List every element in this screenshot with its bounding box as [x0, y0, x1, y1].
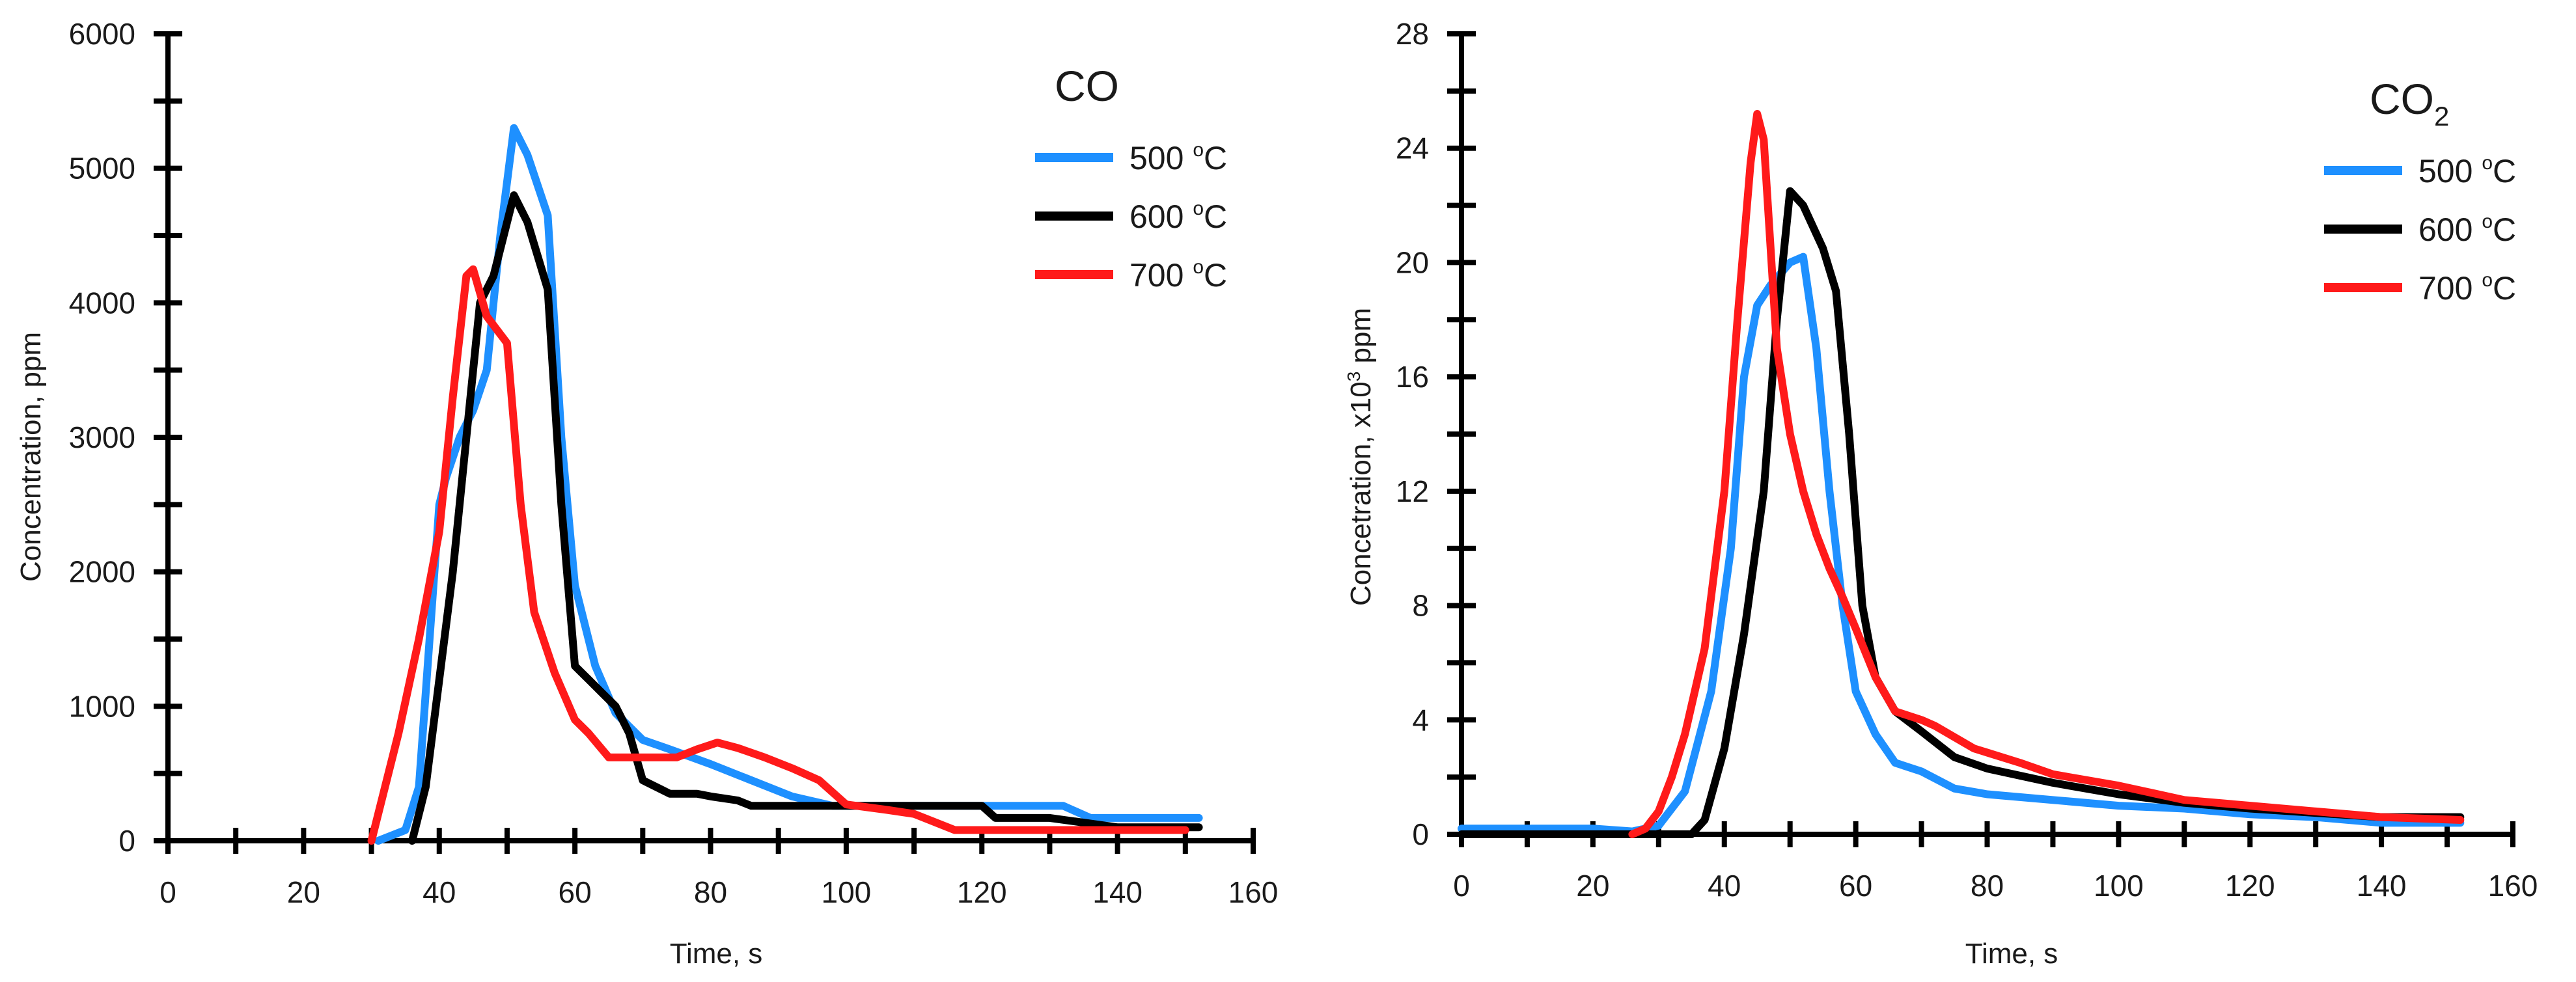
co-legend-label-600: 600 oC — [1129, 198, 1227, 235]
co-chart-title: CO — [1055, 62, 1119, 110]
co2-legend-label-700: 700 oC — [2418, 269, 2516, 307]
co2-x-tick-label: 0 — [1453, 869, 1470, 903]
co-x-tick-label: 60 — [559, 875, 592, 909]
co2-series — [1458, 110, 2465, 838]
co2-x-axis-title: Time, s — [1965, 938, 2058, 970]
co-x-tick-label: 100 — [822, 875, 872, 909]
co-y-tick-label: 4000 — [69, 286, 135, 320]
co2-x-tick-label: 40 — [1708, 869, 1741, 903]
co2-legend-label-500: 500 oC — [2418, 152, 2516, 189]
co-legend: 500 oC 600 oC 700 oC — [1035, 139, 1227, 293]
co-series — [367, 124, 1203, 845]
co-series-line-600c — [408, 191, 1203, 845]
co-x-tick-label: 80 — [694, 875, 727, 909]
chart-co2: 0 20 40 60 80 100 120 140 160 0 4 8 12 16 20 24 28 Time,… — [1344, 17, 2538, 970]
co2-series-line-500c — [1458, 252, 2465, 836]
co-y-tick-label: 2000 — [69, 555, 135, 589]
co-y-tick-label: 1000 — [69, 689, 135, 723]
co-legend-label-500: 500 oC — [1129, 139, 1227, 176]
co2-series-line-700c — [1628, 110, 2465, 838]
co-title-main: CO — [1055, 62, 1119, 110]
co-x-tick-label: 160 — [1228, 875, 1279, 909]
co2-x-tick-label: 100 — [2094, 869, 2144, 903]
co-x-tick-label: 40 — [422, 875, 456, 909]
co-x-tick-label: 0 — [159, 875, 176, 909]
co2-title-main: CO — [2370, 75, 2434, 123]
co2-chart-title: CO2 — [2370, 75, 2449, 131]
co-y-axis-title: Concentration, ppm — [15, 332, 47, 582]
co2-y-tick-label: 4 — [1412, 703, 1429, 737]
co-legend-label-700: 700 oC — [1129, 256, 1227, 293]
co2-axes — [1459, 34, 2513, 837]
co2-y-tick-label: 24 — [1396, 131, 1429, 165]
co2-series-line-600c — [1458, 187, 2465, 838]
co-x-axis-title: Time, s — [670, 938, 763, 970]
co2-x-tick-label: 120 — [2225, 869, 2275, 903]
co2-x-tick-label: 80 — [1971, 869, 2004, 903]
co2-x-tick-label: 60 — [1839, 869, 1872, 903]
co2-y-tick-label: 16 — [1396, 360, 1429, 394]
co2-y-axis-title: Concetration, x103 ppm — [1344, 308, 1377, 606]
co2-y-tick-label: 20 — [1396, 245, 1429, 279]
co2-y-tick-label: 0 — [1412, 817, 1429, 851]
co2-title-sub: 2 — [2434, 101, 2449, 131]
co-y-tick-label: 5000 — [69, 152, 135, 185]
co-x-tick-label: 140 — [1092, 875, 1143, 909]
co-x-tick-label: 20 — [287, 875, 320, 909]
co-ticks: 0 20 40 60 80 100 120 140 160 0 1000 2000 3000 4000 50… — [69, 17, 1279, 909]
co2-y-tick-label: 8 — [1412, 589, 1429, 623]
co2-legend: 500 oC 600 oC 700 oC — [2324, 152, 2516, 307]
co-y-tick-label: 6000 — [69, 17, 135, 51]
co2-x-tick-label: 160 — [2488, 869, 2538, 903]
co-series-line-700c — [367, 265, 1189, 845]
chart-co: 0 20 40 60 80 100 120 140 160 0 1000 2000 3000 4000 50… — [15, 17, 1278, 970]
co-y-tick-label: 0 — [118, 824, 135, 858]
co2-x-tick-label: 140 — [2357, 869, 2407, 903]
co2-ticks: 0 20 40 60 80 100 120 140 160 0 4 8 12 16 20 24 28 — [1396, 17, 2538, 903]
co2-y-tick-label: 28 — [1396, 17, 1429, 51]
co2-x-tick-label: 20 — [1576, 869, 1609, 903]
co2-y-tick-label: 12 — [1396, 474, 1429, 508]
co-y-tick-label: 3000 — [69, 420, 135, 454]
co-x-tick-label: 120 — [957, 875, 1007, 909]
co2-legend-label-600: 600 oC — [2418, 211, 2516, 248]
